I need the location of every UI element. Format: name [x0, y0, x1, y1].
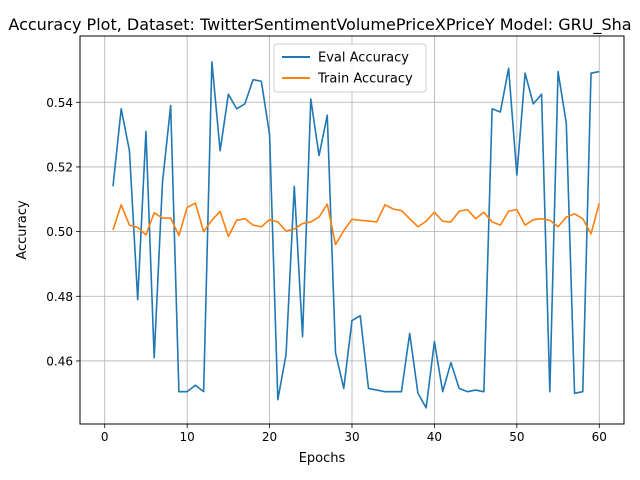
legend-label-train-accuracy: Train Accuracy [317, 72, 413, 87]
x-tick-label: 30 [344, 430, 359, 444]
x-tick-label: 40 [427, 430, 442, 444]
legend: Eval Accuracy Train Accuracy [273, 43, 427, 93]
series-lines [112, 61, 601, 409]
legend-box [273, 43, 427, 93]
chart-title: Accuracy Plot, Dataset: TwitterSentiment… [8, 15, 631, 35]
x-tick-label: 50 [509, 430, 524, 444]
x-axis-label: Epochs [299, 451, 346, 466]
y-tick-label: 0.52 [46, 160, 73, 174]
x-tick-label: 0 [101, 430, 109, 444]
series-line-train-accuracy [112, 202, 601, 246]
grid [80, 36, 624, 424]
series-line-eval-accuracy [112, 61, 600, 409]
legend-label-eval-accuracy: Eval Accuracy [318, 51, 409, 66]
y-axis-ticks: 0.46 0.48 0.50 0.52 0.54 [46, 96, 80, 368]
y-tick-label: 0.46 [46, 354, 73, 368]
x-tick-label: 10 [180, 430, 195, 444]
x-tick-label: 60 [592, 430, 607, 444]
y-axis-label: Accuracy [15, 200, 30, 260]
y-tick-label: 0.48 [46, 290, 73, 304]
y-tick-label: 0.54 [46, 96, 73, 110]
x-tick-label: 20 [262, 430, 277, 444]
x-axis-ticks: 0 10 20 30 40 50 60 [101, 424, 607, 444]
y-tick-label: 0.50 [46, 225, 73, 239]
